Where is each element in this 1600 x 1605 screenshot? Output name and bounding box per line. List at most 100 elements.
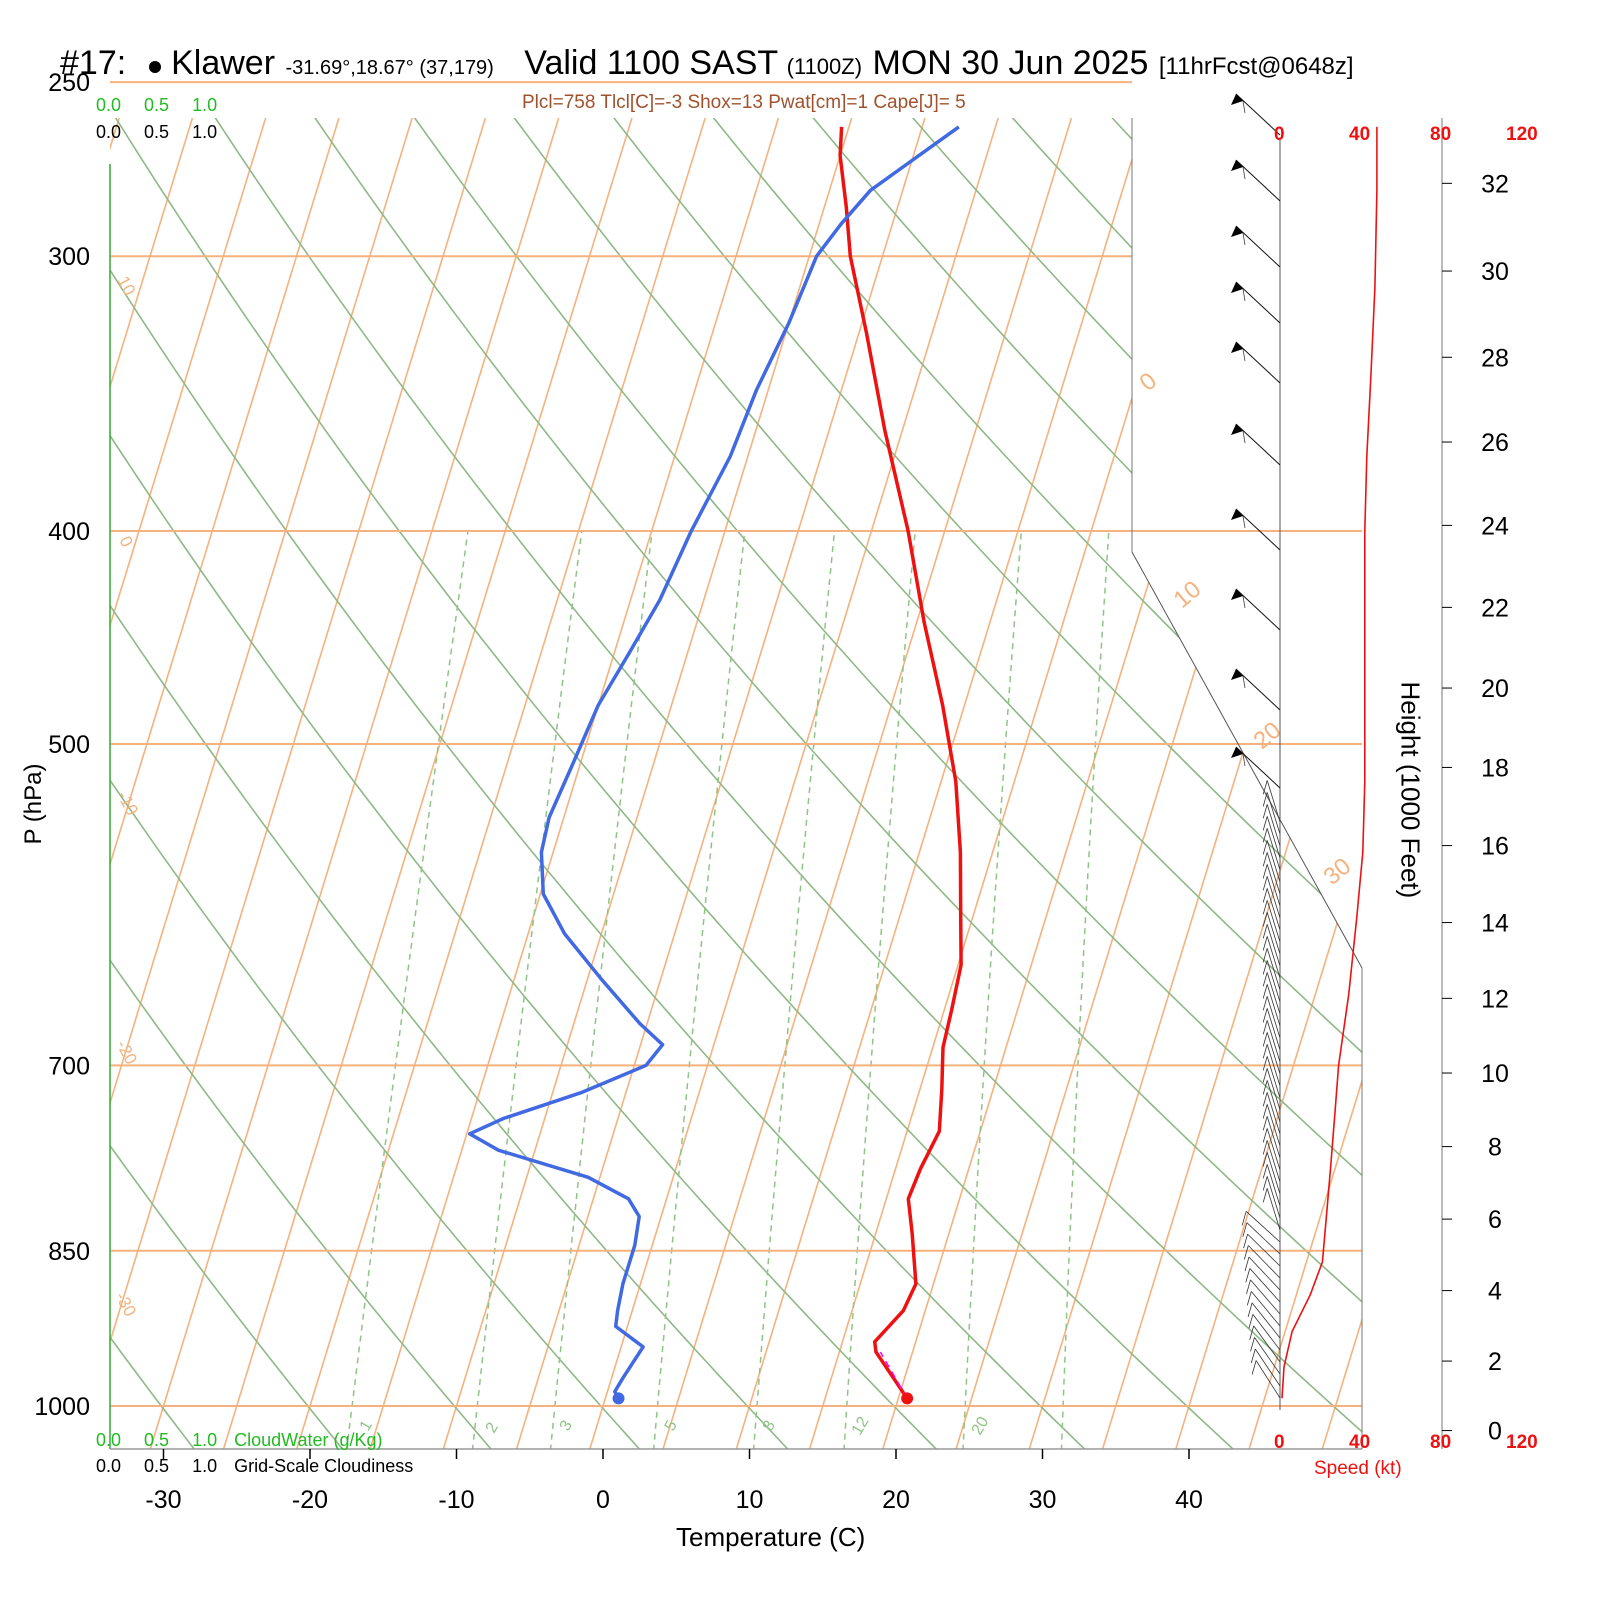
bottom-black-tick: 0.5 [144,1456,169,1476]
wind-barb-flag [1263,1188,1267,1202]
x-tick-label: -20 [292,1486,328,1514]
surface-temperature-dot [901,1392,913,1404]
wind-barb-flag [1243,596,1245,608]
height-tick-label: 28 [1481,344,1509,372]
wind-barb-flag [1263,792,1267,806]
wind-barb-flag [1243,101,1245,113]
wind-barb [1267,804,1280,846]
wind-barb-flag [1263,1008,1267,1022]
wind-barb [1267,984,1280,1026]
dry-adiabat-line [1531,43,1600,1497]
dewpoint-profile [470,127,959,1398]
wind-barb [1256,1361,1280,1399]
isotherm-line [0,0,196,1497]
wind-barb-flag [1263,972,1267,986]
wind-barb-pennant [1231,589,1243,600]
speed-tick: 80 [1430,1432,1451,1454]
isotherm-line [62,0,561,1497]
wind-barb [1267,972,1280,1014]
x-tick-label: 30 [1029,1486,1057,1514]
x-tick-label: 10 [736,1486,764,1514]
dry-adiabat-line [70,43,1286,1497]
wind-barb-flag [1243,349,1245,361]
wind-barb-flag [1263,1152,1267,1166]
wind-barb-flag [1251,1337,1255,1351]
bottom-green-tick: 0.5 [144,1430,169,1450]
wind-barb [1267,1140,1280,1182]
x-tick-label: -30 [145,1486,181,1514]
wind-barb-flag [1263,888,1267,902]
wind-barb [1267,1188,1280,1230]
height-tick-label: 4 [1488,1278,1502,1306]
wind-barb-flag [1263,1020,1267,1034]
wind-barb-flag [1247,1291,1251,1305]
wind-barb-flag [1243,516,1245,528]
dry-adiabat-line [1434,43,1600,1497]
wind-barb-flag [1245,1257,1249,1271]
sounding-indices: Plcl=758 Tlcl[C]=-3 Shox=13 Pwat[cm]=1 C… [522,92,966,114]
wind-barb-flag [1243,167,1245,179]
wind-barb-flag [1263,936,1267,950]
height-tick-label: 12 [1481,985,1509,1013]
wind-barb-flag [1263,1032,1267,1046]
wind-barb [1267,816,1280,858]
wind-barb [1267,1176,1280,1218]
wind-barb-flag [1263,1104,1267,1118]
bottom-green-tick: 0.0 [96,1430,121,1450]
wind-barb [1267,936,1280,978]
wind-barb-flag [1263,1164,1267,1178]
height-tick-label: 22 [1481,594,1509,622]
isotherm-line [941,0,1440,1497]
wind-barb [1267,1080,1280,1122]
wind-barb [1267,912,1280,954]
isotherm-line [1088,0,1587,1497]
wind-barb [1267,900,1280,942]
wind-barb-flag [1247,1280,1251,1294]
wind-barb-flag [1243,431,1245,443]
wind-barb-pennant [1231,94,1243,105]
height-tick-label: 2 [1488,1348,1502,1376]
wind-speed-profile [1282,127,1377,1398]
wind-barb [1267,1116,1280,1158]
title-row: #17: Klawer -31.69°,18.67° (37,179) Vali… [60,44,1354,88]
height-tick-label: 24 [1481,512,1509,540]
isotherm-line [575,0,1074,1497]
wind-barb [1267,960,1280,1002]
x-tick-label: 20 [882,1486,910,1514]
isotherm-line [429,0,928,1497]
wind-barb [1236,160,1280,201]
wind-barb [1267,876,1280,918]
isotherm-label: 0 [1135,367,1163,396]
wind-barb-flag [1252,1361,1256,1375]
dry-adiabat-line [752,43,1600,1497]
wind-barb-pennant [1231,424,1243,435]
isotherm-line [868,0,1367,1497]
wind-barb-pennant [1231,509,1243,520]
wind-barb-flag [1263,876,1267,890]
top-black-tick: 0.5 [144,122,169,142]
wind-barb-flag [1249,1314,1253,1328]
bottom-cloudwater-scale: 0.0 0.5 1.0 CloudWater (g/Kg) [96,1430,383,1451]
wind-barb-flag [1244,1246,1248,1260]
speed-tick: 40 [1349,124,1370,146]
mixing-ratio-label: 3 [557,1418,576,1434]
isotherm-line [648,0,1147,1497]
wind-barb [1236,509,1280,550]
pressure-tick-label: 1000 [34,1393,90,1421]
height-tick-label: 16 [1481,833,1509,861]
wind-barb-flag [1263,804,1267,818]
top-cloudwater-scale: 0.0 0.5 1.0 [96,95,217,116]
isotherm-label: 30 [1319,853,1357,891]
height-tick-label: 18 [1481,754,1509,782]
wind-barb-pennant [1231,160,1243,171]
mixing-ratio-line [843,531,915,1462]
isotherm-label: -20 [112,1037,140,1068]
wind-barb [1254,1326,1280,1362]
dry-adiabat-line [1044,43,1600,1497]
speed-axis-label: Speed (kt) [1314,1458,1402,1480]
wind-barb-flag [1263,1068,1267,1082]
speed-tick: 0 [1274,1432,1285,1454]
cloudiness-label: Grid-Scale Cloudiness [234,1456,413,1476]
height-tick-label: 10 [1481,1060,1509,1088]
wind-barb-flag [1263,924,1267,938]
